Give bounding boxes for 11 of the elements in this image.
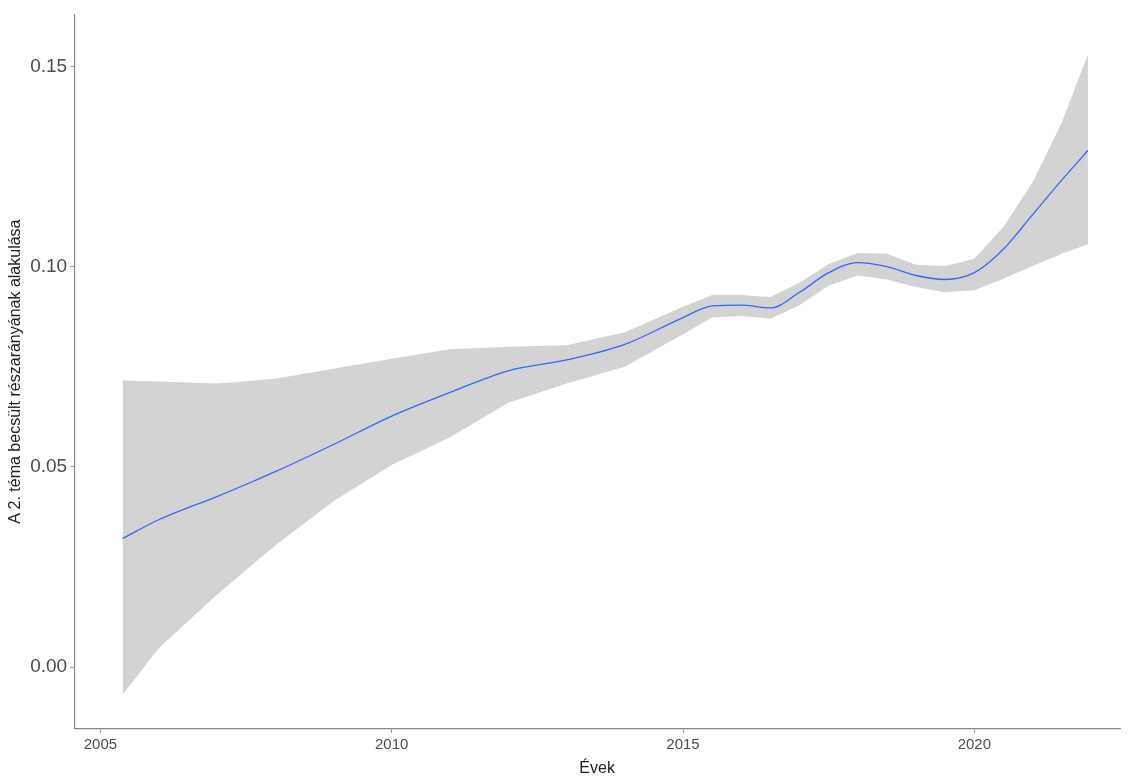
x-tick-label: 2010 <box>375 734 409 752</box>
x-axis-title: Évek <box>579 757 616 776</box>
x-tick-label: 2015 <box>666 734 700 752</box>
y-axis-title: A 2. téma becsült részarányának alakulása <box>6 219 24 524</box>
y-tick-label: 0.10 <box>30 254 68 276</box>
line-series <box>121 149 1089 540</box>
x-tick-label: 2020 <box>957 734 992 752</box>
y-tick-label: 0.05 <box>30 455 68 477</box>
y-tick-label: 0.00 <box>30 655 68 677</box>
y-tick-label: 0.15 <box>30 54 68 76</box>
x-tick-label: 2005 <box>83 734 118 752</box>
